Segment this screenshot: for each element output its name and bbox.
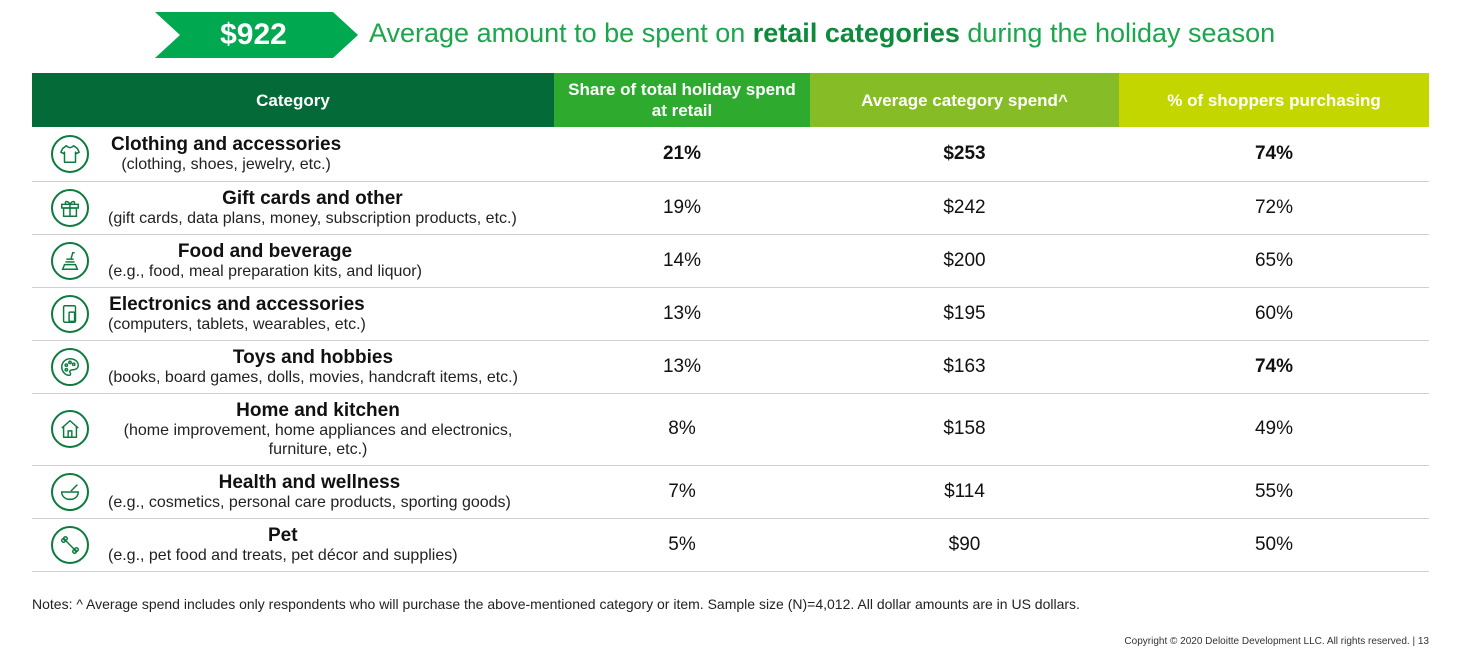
table-row: Toys and hobbies (books, board games, do…	[32, 340, 1429, 394]
table-row: Food and beverage (e.g., food, meal prep…	[32, 234, 1429, 288]
pct-shoppers-cell: 55%	[1119, 465, 1429, 519]
pct-shoppers-cell: 50%	[1119, 518, 1429, 572]
bone-icon	[51, 525, 89, 564]
title-banner: $922 Average amount to be spent on retai…	[0, 10, 1469, 60]
avg-spend-cell: $195	[810, 287, 1119, 341]
headline: Average amount to be spent on retail cat…	[369, 18, 1275, 49]
pct-shoppers-cell: 74%	[1119, 340, 1429, 394]
category-name: Electronics and accessories	[109, 293, 365, 315]
pct-shoppers-cell: 49%	[1119, 393, 1429, 466]
category-desc: (e.g., cosmetics, personal care products…	[108, 493, 511, 511]
share-cell: 19%	[554, 181, 810, 235]
table-row: Electronics and accessories (computers, …	[32, 287, 1429, 341]
table-row: Health and wellness (e.g., cosmetics, pe…	[32, 465, 1429, 519]
category-cell: Gift cards and other (gift cards, data p…	[32, 181, 554, 235]
table-row: Home and kitchen (home improvement, home…	[32, 393, 1429, 466]
amount-badge: $922	[155, 12, 358, 58]
palette-icon	[51, 347, 89, 386]
pct-shoppers-cell: 65%	[1119, 234, 1429, 288]
gift-icon	[51, 188, 89, 227]
category-name: Pet	[267, 524, 298, 546]
avg-spend-cell: $242	[810, 181, 1119, 235]
category-desc: (computers, tablets, wearables, etc.)	[108, 315, 366, 333]
avg-spend-cell: $253	[810, 127, 1119, 182]
avg-spend-cell: $158	[810, 393, 1119, 466]
table-header-row: Category Share of total holiday spend at…	[32, 73, 1429, 127]
header-share: Share of total holiday spend at retail	[554, 73, 810, 127]
category-desc: (clothing, shoes, jewelry, etc.)	[121, 155, 331, 173]
category-name: Health and wellness	[218, 471, 401, 493]
headline-post: during the holiday season	[959, 18, 1276, 48]
avg-spend-cell: $163	[810, 340, 1119, 394]
avg-spend-cell: $200	[810, 234, 1119, 288]
table-row: Clothing and accessories (clothing, shoe…	[32, 127, 1429, 182]
share-cell: 14%	[554, 234, 810, 288]
table-row: Gift cards and other (gift cards, data p…	[32, 181, 1429, 235]
category-name: Clothing and accessories	[111, 133, 342, 155]
category-cell: Electronics and accessories (computers, …	[32, 287, 554, 341]
avg-spend-cell: $114	[810, 465, 1119, 519]
share-cell: 21%	[554, 127, 810, 182]
pct-shoppers-cell: 60%	[1119, 287, 1429, 341]
category-name: Gift cards and other	[222, 187, 403, 209]
share-cell: 7%	[554, 465, 810, 519]
category-name: Toys and hobbies	[232, 346, 394, 368]
category-desc: (e.g., pet food and treats, pet décor an…	[108, 546, 458, 564]
category-table: Category Share of total holiday spend at…	[32, 73, 1429, 572]
mortar-pestle-icon	[51, 472, 89, 511]
food-icon	[51, 241, 89, 280]
category-cell: Pet (e.g., pet food and treats, pet déco…	[32, 518, 554, 572]
header-pct-shoppers: % of shoppers purchasing	[1119, 73, 1429, 127]
notes-text: Notes: ^ Average spend includes only res…	[32, 596, 1080, 612]
headline-pre: Average amount to be spent on	[369, 18, 753, 48]
pct-shoppers-cell: 72%	[1119, 181, 1429, 235]
category-desc: (home improvement, home appliances and e…	[123, 421, 513, 458]
devices-icon	[51, 294, 89, 333]
header-avg-spend: Average category spend^	[810, 73, 1119, 127]
headline-bold: retail categories	[752, 18, 960, 48]
avg-spend-cell: $90	[810, 518, 1119, 572]
category-desc: (gift cards, data plans, money, subscrip…	[108, 209, 517, 227]
category-cell: Food and beverage (e.g., food, meal prep…	[32, 234, 554, 288]
shirt-icon	[51, 134, 89, 173]
category-cell: Toys and hobbies (books, board games, do…	[32, 340, 554, 394]
house-icon	[51, 410, 89, 448]
category-cell: Health and wellness (e.g., cosmetics, pe…	[32, 465, 554, 519]
category-cell: Clothing and accessories (clothing, shoe…	[32, 127, 554, 182]
category-name: Food and beverage	[177, 240, 353, 262]
share-cell: 5%	[554, 518, 810, 572]
table-row: Pet (e.g., pet food and treats, pet déco…	[32, 518, 1429, 572]
category-desc: (e.g., food, meal preparation kits, and …	[108, 262, 422, 280]
header-category: Category	[32, 73, 554, 127]
category-cell: Home and kitchen (home improvement, home…	[32, 393, 554, 466]
share-cell: 8%	[554, 393, 810, 466]
category-name: Home and kitchen	[236, 399, 400, 421]
category-desc: (books, board games, dolls, movies, hand…	[108, 368, 518, 386]
pct-shoppers-cell: 74%	[1119, 127, 1429, 182]
copyright-text: Copyright © 2020 Deloitte Development LL…	[1124, 636, 1429, 647]
share-cell: 13%	[554, 287, 810, 341]
share-cell: 13%	[554, 340, 810, 394]
